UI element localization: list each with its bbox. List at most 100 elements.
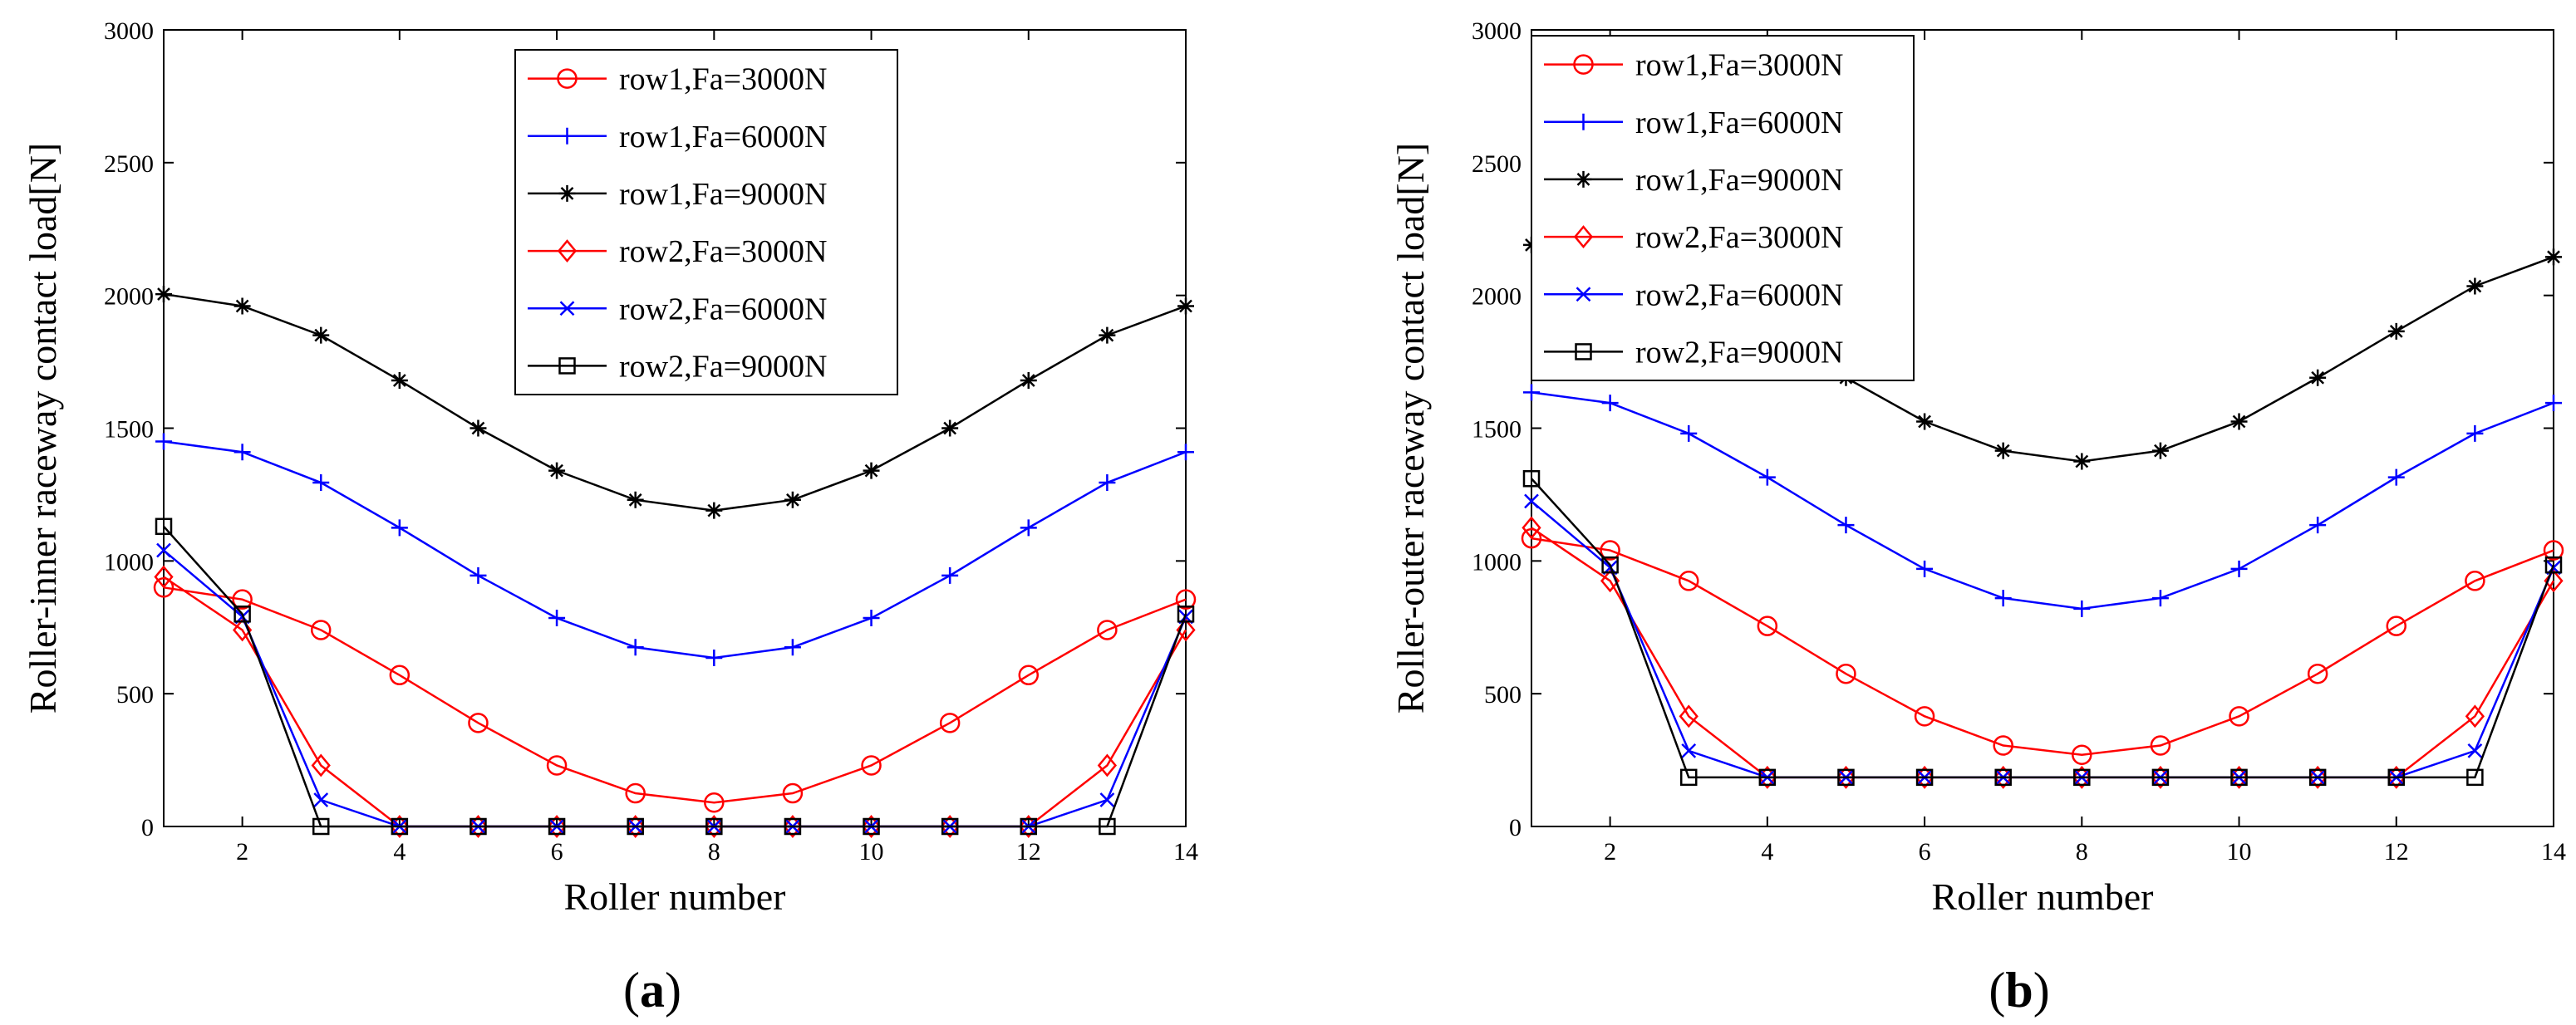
data-point [704,792,725,813]
data-point [2387,768,2406,787]
x-tick-label: 14 [2541,838,2566,866]
data-point [1020,519,1037,537]
data-point [1758,768,1777,787]
data-point [1020,371,1037,389]
data-point [1916,560,1934,577]
data-point [154,565,174,589]
data-point [2387,322,2405,340]
legend-marker [557,68,578,89]
legend-marker [558,127,576,145]
data-point [156,542,171,558]
legend-entry: row1,Fa=9000N [619,177,827,212]
legend-marker [1575,170,1592,188]
data-point [313,792,329,807]
data-point [1836,765,1856,789]
data-point [2309,369,2327,386]
series-line [163,549,1187,828]
data-point [625,782,646,804]
data-point [1524,493,1539,509]
data-point [2466,768,2484,787]
data-point [234,297,251,315]
data-point [2072,744,2092,765]
data-point [2073,600,2091,617]
data-point [784,817,802,836]
data-point [234,444,251,461]
x-axis-label: Roller number [564,875,786,918]
y-tick-label: 1500 [1472,416,1522,444]
series-line [163,525,1187,828]
y-tick-label: 2500 [104,150,154,178]
data-point [861,815,882,838]
data-point [2308,765,2328,789]
data-point [1836,663,1856,684]
data-point [1915,765,1934,789]
data-point [1018,665,1040,686]
x-tick-label: 10 [859,838,884,866]
y-tick-label: 500 [1484,681,1522,709]
series-line [1531,478,2555,779]
legend-box [514,49,898,395]
series-line [1531,391,2554,611]
data-point [389,665,410,686]
data-point [1019,815,1039,838]
data-point [2465,571,2485,591]
data-point [2387,468,2405,486]
data-point [155,517,173,536]
data-point [782,782,804,804]
data-point [1099,817,1116,836]
legend-entry: row1,Fa=6000N [1635,105,1843,140]
legend-entry: row2,Fa=6000N [619,292,827,326]
legend-marker [1573,225,1594,249]
data-point [1993,765,2013,789]
series-row2,Fa=6000N [1524,493,2561,785]
data-point [2151,590,2169,607]
data-point [1099,326,1116,344]
data-point [705,502,723,519]
legend-entry: row1,Fa=3000N [1635,48,1843,83]
data-point [1757,615,1778,636]
y-tick-label: 1000 [1472,548,1522,576]
data-point [2545,395,2562,412]
x-tick-label: 10 [2227,838,2252,866]
legend-entry: row2,Fa=9000N [619,349,827,384]
legend-marker [558,357,576,375]
x-tick-label: 4 [393,838,406,866]
legend-entry: row2,Fa=3000N [1635,220,1843,255]
data-point [1522,469,1541,488]
x-tick-label: 4 [1761,838,1773,866]
data-point [469,419,487,437]
data-point [2544,556,2563,574]
data-point [1916,413,1934,430]
panel-label-open: ( [1989,963,2005,1018]
series-row1,Fa=3000N [1521,527,2564,765]
data-point [704,815,724,838]
data-point [391,519,408,537]
x-axis-label: Roller number [1932,875,2154,918]
data-point [627,817,644,836]
y-tick-label: 3000 [104,17,154,45]
data-point [2308,768,2327,787]
data-point [2545,248,2562,266]
y-tick-label: 1000 [104,548,154,576]
data-point [941,419,959,437]
panel-label-open: ( [623,963,640,1018]
data-point [2151,768,2170,787]
legend-entry: row2,Fa=6000N [1635,277,1843,312]
panel-label-close: ) [665,963,681,1018]
data-point [234,606,251,623]
series-row1,Fa=3000N [153,577,1197,813]
data-point [1177,444,1194,461]
data-point [1177,297,1194,315]
x-tick-label: 12 [2384,838,2409,866]
data-point [2230,413,2248,430]
data-point [2307,663,2328,684]
data-point [1915,768,1934,787]
data-point [311,753,331,777]
data-point [1097,620,1118,640]
panel-label: (a) [623,963,681,1018]
data-point [391,371,408,389]
data-point [2072,765,2092,789]
data-point [2466,424,2484,442]
data-point [784,639,801,656]
